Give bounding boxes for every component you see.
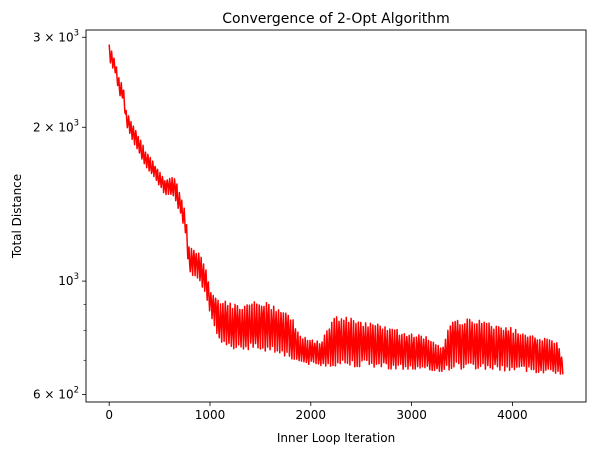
series-layer bbox=[108, 44, 564, 375]
y-tick-label: 2 × 103 bbox=[33, 118, 79, 134]
x-tick-label: 1000 bbox=[195, 408, 226, 422]
y-axis-title: Total Distance bbox=[10, 174, 24, 259]
x-tick-label: 4000 bbox=[497, 408, 528, 422]
y-axis-ticks: 6 × 102 103 2 × 103 3 × 103 bbox=[33, 28, 86, 401]
y-tick-label: 3 × 103 bbox=[33, 28, 79, 44]
y-tick-label: 6 × 102 bbox=[33, 385, 79, 401]
x-tick-label: 0 bbox=[105, 408, 113, 422]
series-line-0 bbox=[108, 44, 564, 375]
x-tick-label: 2000 bbox=[296, 408, 327, 422]
chart-title: Convergence of 2-Opt Algorithm bbox=[222, 11, 449, 27]
x-axis-title: Inner Loop Iteration bbox=[277, 431, 395, 445]
plot-frame bbox=[85, 29, 587, 403]
y-tick-label: 103 bbox=[58, 272, 79, 288]
plot-area: 0 1000 2000 3000 4000 6 × 102 103 2 × 103 3 × 1… bbox=[33, 28, 587, 422]
x-axis-ticks: 0 1000 2000 3000 4000 bbox=[105, 402, 528, 422]
x-tick-label: 3000 bbox=[396, 408, 427, 422]
